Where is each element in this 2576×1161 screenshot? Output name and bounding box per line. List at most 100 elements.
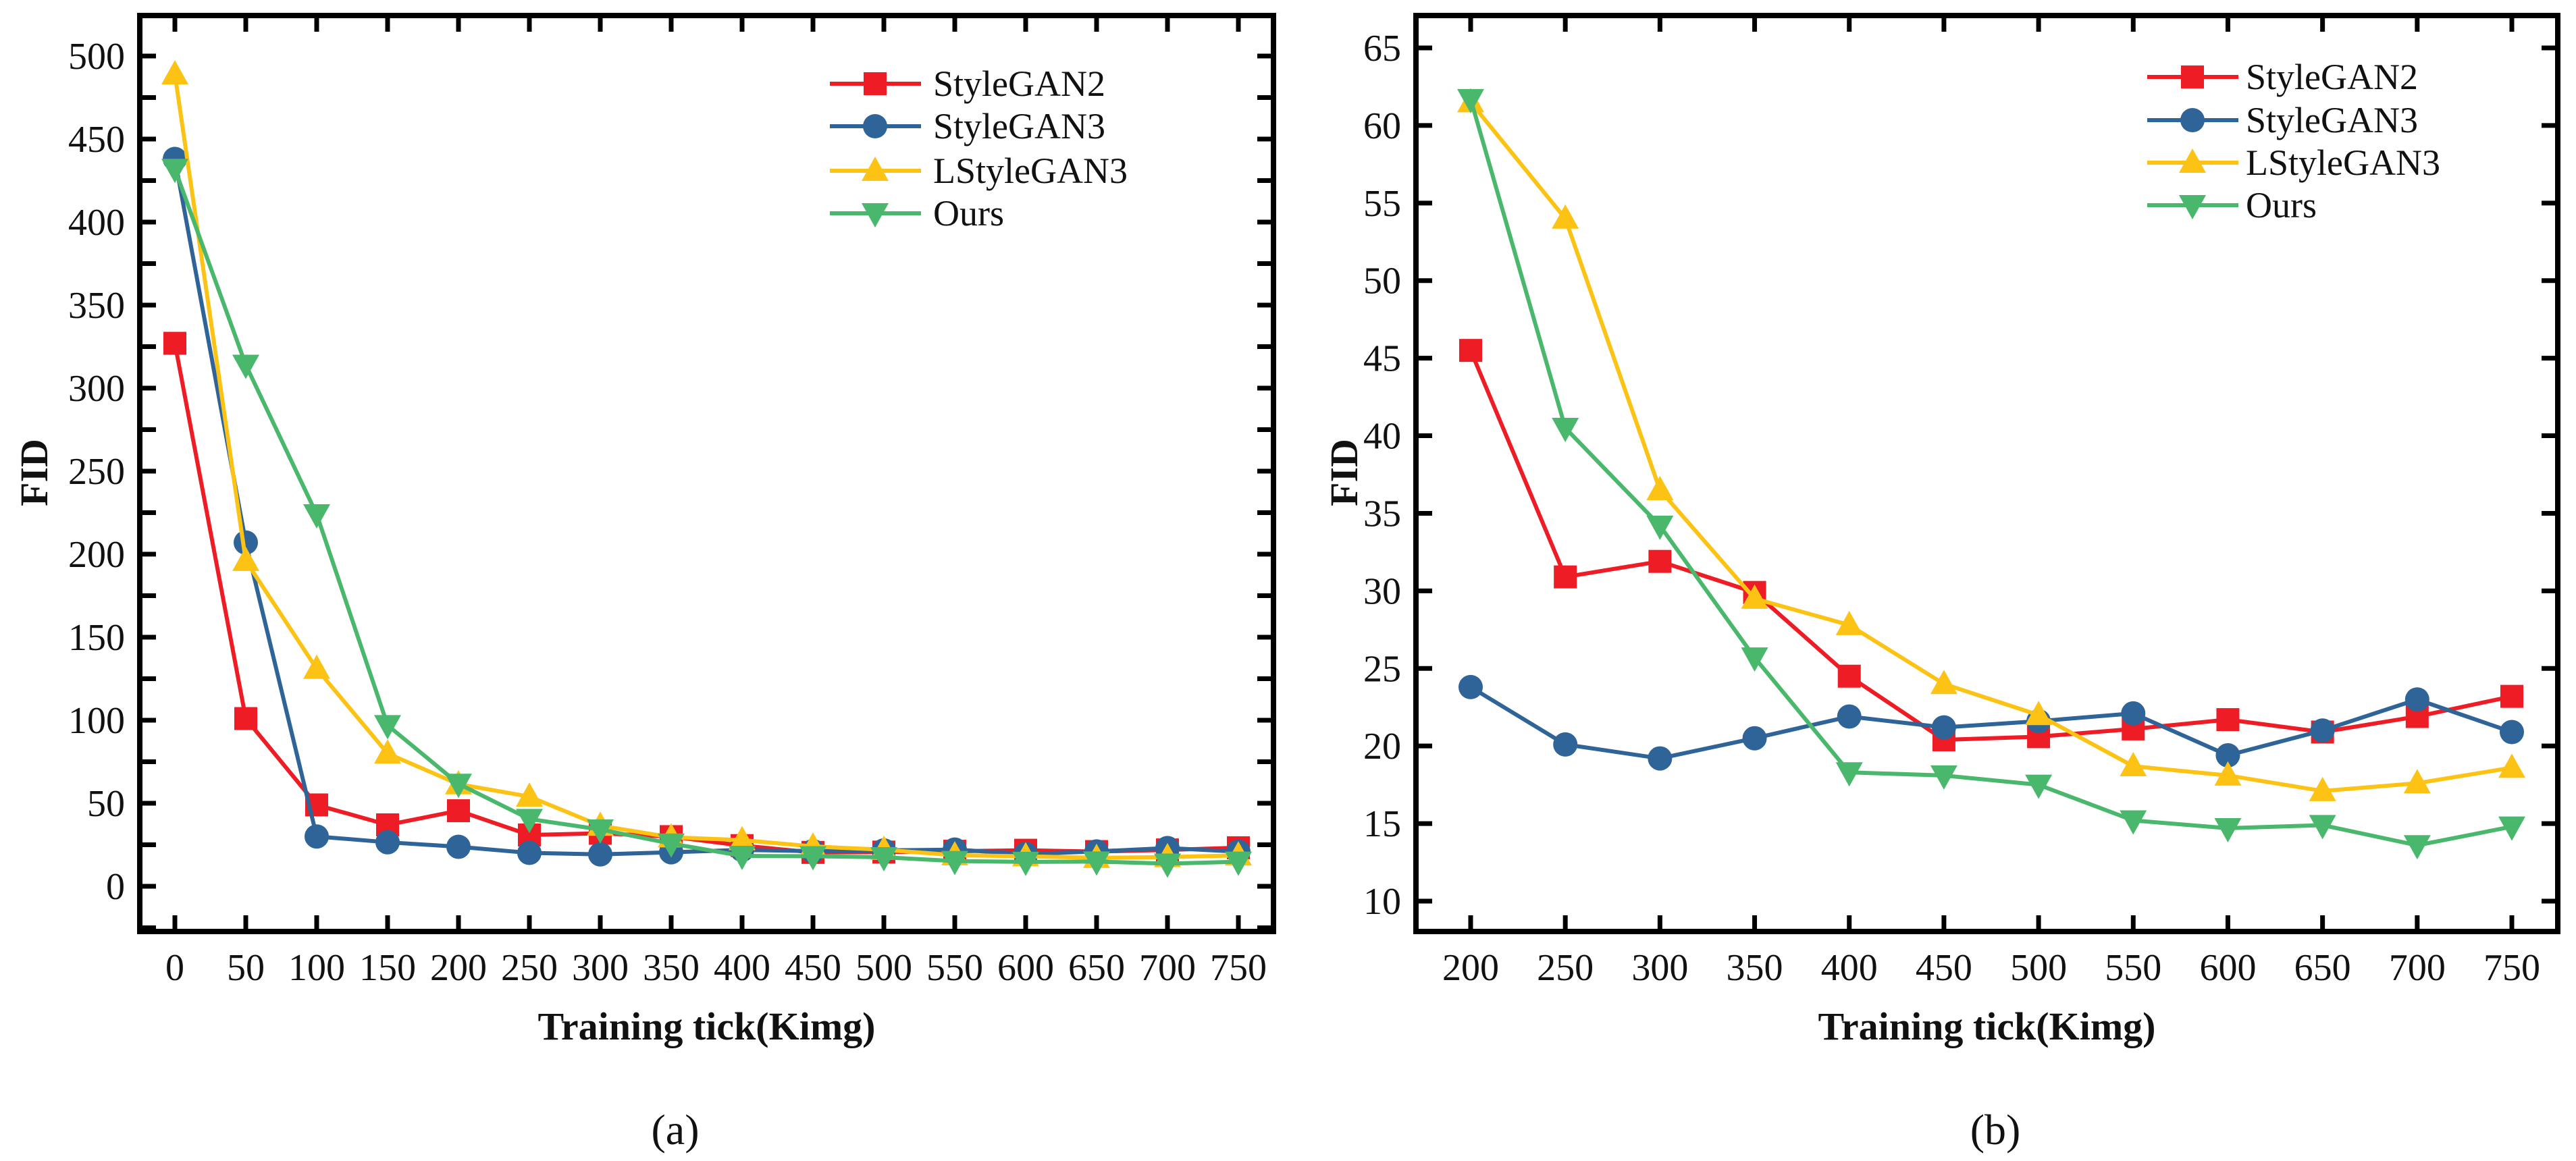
legend-label: StyleGAN3 <box>2246 100 2418 140</box>
data-point <box>2309 776 2336 801</box>
x-tick-label: 700 <box>2389 947 2446 989</box>
data-point <box>2404 687 2429 712</box>
data-point <box>2120 810 2147 835</box>
data-point <box>517 840 542 865</box>
data-point <box>1154 853 1181 878</box>
data-point <box>1741 584 1768 609</box>
series-line <box>1469 99 2513 848</box>
legend-marker <box>864 72 887 95</box>
data-point <box>232 546 259 571</box>
data-point <box>1225 851 1252 876</box>
data-point <box>2214 817 2242 842</box>
data-point <box>1457 88 1484 113</box>
panel-caption: (a) <box>651 1106 699 1154</box>
legend-marker <box>863 114 887 138</box>
series-ours <box>1457 88 2525 860</box>
x-tick-label: 400 <box>1821 947 1878 989</box>
series-line <box>173 74 1239 860</box>
data-point <box>2025 701 2053 726</box>
data-point <box>1083 851 1110 876</box>
x-tick-label: 250 <box>1537 947 1594 989</box>
legend-item: Ours <box>830 193 1004 234</box>
data-point <box>1835 762 1863 787</box>
x-tick-label: 50 <box>227 947 265 989</box>
data-point <box>1554 565 1577 589</box>
data-point <box>799 846 826 871</box>
data-point <box>374 715 401 740</box>
legend-item: StyleGAN3 <box>830 106 1105 146</box>
y-tick-label: 300 <box>68 368 125 410</box>
data-point <box>2025 774 2053 799</box>
x-tick-label: 600 <box>2199 947 2256 989</box>
series-line <box>1469 101 2513 793</box>
y-tick-label: 50 <box>87 783 125 825</box>
y-tick-label: 200 <box>68 534 125 576</box>
x-tick-label: 150 <box>359 947 416 989</box>
panel-caption: (b) <box>1970 1106 2021 1154</box>
data-point <box>1648 746 1673 771</box>
legend-label: Ours <box>2246 185 2317 225</box>
x-tick-label: 750 <box>1210 947 1267 989</box>
x-tick-label: 350 <box>1727 947 1783 989</box>
data-point <box>516 782 543 807</box>
data-point <box>1552 204 1579 229</box>
data-point <box>1648 549 1672 573</box>
legend-label: Ours <box>933 193 1004 234</box>
data-point <box>516 809 543 834</box>
x-tick-label: 650 <box>1068 947 1125 989</box>
data-point <box>2498 816 2525 841</box>
data-point <box>729 826 756 850</box>
series-line <box>173 158 1239 857</box>
x-tick-label: 750 <box>2483 947 2540 989</box>
data-point <box>161 159 188 184</box>
data-point <box>588 842 612 867</box>
x-tick-label: 500 <box>856 947 912 989</box>
x-tick-label: 550 <box>926 947 983 989</box>
data-point <box>446 834 471 859</box>
legend-marker <box>2180 108 2205 132</box>
legend-marker <box>862 203 889 227</box>
plot-frame <box>137 13 1276 934</box>
x-tick-label: 450 <box>1916 947 1972 989</box>
x-tick-label: 550 <box>2105 947 2161 989</box>
legend-label: StyleGAN3 <box>933 106 1105 146</box>
series-stylegan2 <box>163 331 1250 864</box>
data-point <box>2403 769 2431 794</box>
data-point <box>941 850 968 875</box>
legend-label: StyleGAN2 <box>933 63 1105 104</box>
legend-marker <box>2179 195 2206 219</box>
data-point <box>1837 664 1861 688</box>
series-lstylegan3 <box>1457 88 2525 801</box>
data-point <box>658 833 685 858</box>
y-tick-label: 50 <box>1363 261 1401 302</box>
series-line <box>1469 349 2513 742</box>
chart-panel-b: 200 250 300 350 400 450 500 550 600 650 700 750 10 15… <box>1322 13 2560 1154</box>
chart-panel-a: 0 50 100 150 200 250 300 350 400 450 500 550 600 650 7… <box>12 13 1276 1154</box>
y-tick-label: 250 <box>68 451 125 493</box>
data-point <box>1646 475 1674 500</box>
data-point <box>1741 647 1768 672</box>
y-tick-label: 45 <box>1363 338 1401 380</box>
x-axis-title: Training tick(Kimg) <box>538 1004 876 1048</box>
data-point <box>234 530 258 555</box>
data-point <box>1930 765 1957 790</box>
data-point <box>2215 742 2240 767</box>
x-tick-label: 0 <box>165 947 184 989</box>
y-tick-label: 0 <box>106 866 125 908</box>
y-tick-label: 500 <box>68 36 125 78</box>
y-tick-label: 40 <box>1363 416 1401 458</box>
data-point <box>587 819 614 844</box>
y-tick-label: 100 <box>68 700 125 742</box>
y-tick-label: 450 <box>68 119 125 161</box>
series-line <box>173 168 1239 866</box>
data-point <box>1012 851 1039 876</box>
x-tick-label: 200 <box>1442 947 1499 989</box>
data-point <box>2500 720 2524 745</box>
data-point <box>1552 418 1579 443</box>
data-point <box>445 774 472 799</box>
series-ours <box>161 159 1252 878</box>
y-tick-label: 20 <box>1363 726 1401 767</box>
y-tick-label: 150 <box>68 617 125 659</box>
